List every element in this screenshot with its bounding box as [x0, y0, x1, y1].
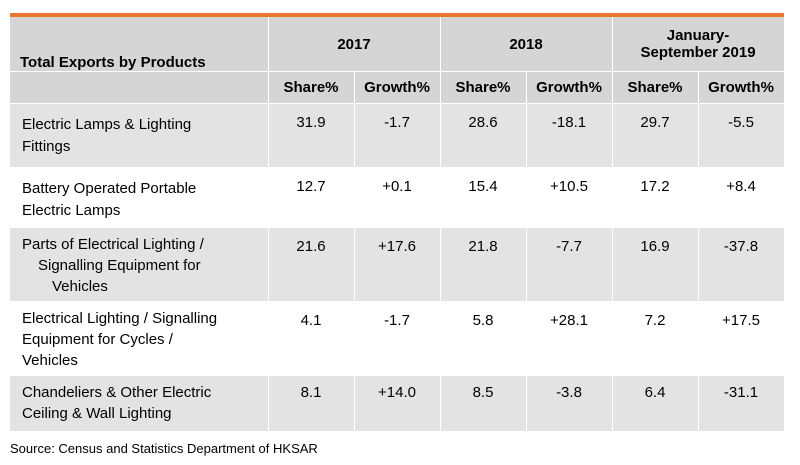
top-accent-bar	[10, 13, 784, 17]
growth-2019: -31.1	[698, 375, 785, 431]
table-title: Total Exports by Products	[10, 17, 269, 72]
growth-2018: -18.1	[526, 103, 613, 168]
share-2018: 15.4	[440, 167, 527, 228]
share-2019: 16.9	[612, 227, 699, 302]
growth-2018: +28.1	[526, 301, 613, 376]
exports-table: Total Exports by Products 2017 2018 Janu…	[10, 17, 785, 431]
growth-2018: -3.8	[526, 375, 613, 431]
share-2017: 8.1	[268, 375, 355, 431]
header-blank-cell	[10, 71, 269, 104]
share-header: Share%	[440, 71, 527, 104]
header-row-metrics: Share% Growth% Share% Growth% Share% Gro…	[10, 71, 785, 104]
header-row-years: Total Exports by Products 2017 2018 Janu…	[10, 17, 785, 72]
growth-header: Growth%	[526, 71, 613, 104]
growth-header: Growth%	[354, 71, 441, 104]
year-2019-line-2: September 2019	[640, 44, 756, 61]
growth-2018: +10.5	[526, 167, 613, 228]
table-row: Electrical Lighting / Signalling Equipme…	[10, 301, 785, 376]
share-2019: 29.7	[612, 103, 699, 168]
share-2018: 5.8	[440, 301, 527, 376]
year-2019-header: January- September 2019	[612, 17, 785, 72]
share-2017: 31.9	[268, 103, 355, 168]
year-2017-header: 2017	[268, 17, 441, 72]
source-note: Source: Census and Statistics Department…	[10, 441, 318, 456]
share-2017: 21.6	[268, 227, 355, 302]
table-row: Battery Operated Portable Electric Lamps…	[10, 167, 785, 228]
share-2019: 7.2	[612, 301, 699, 376]
product-name: Parts of Electrical Lighting / Signallin…	[10, 227, 269, 302]
growth-2019: -37.8	[698, 227, 785, 302]
growth-2018: -7.7	[526, 227, 613, 302]
table-row: Electric Lamps & Lighting Fittings 31.9 …	[10, 103, 785, 168]
share-2017: 12.7	[268, 167, 355, 228]
growth-header: Growth%	[698, 71, 785, 104]
year-2018-header: 2018	[440, 17, 613, 72]
growth-2017: +14.0	[354, 375, 441, 431]
share-2018: 8.5	[440, 375, 527, 431]
product-name: Electric Lamps & Lighting Fittings	[10, 103, 269, 168]
growth-2017: +0.1	[354, 167, 441, 228]
product-name: Chandeliers & Other Electric Ceiling & W…	[10, 375, 269, 431]
growth-2019: +17.5	[698, 301, 785, 376]
product-name: Battery Operated Portable Electric Lamps	[10, 167, 269, 228]
share-2019: 6.4	[612, 375, 699, 431]
share-2018: 21.8	[440, 227, 527, 302]
product-name: Electrical Lighting / Signalling Equipme…	[10, 301, 269, 376]
growth-2017: -1.7	[354, 103, 441, 168]
share-2017: 4.1	[268, 301, 355, 376]
year-2019-line-1: January-	[666, 27, 730, 44]
share-2019: 17.2	[612, 167, 699, 228]
growth-2019: -5.5	[698, 103, 785, 168]
growth-2017: -1.7	[354, 301, 441, 376]
table-row: Chandeliers & Other Electric Ceiling & W…	[10, 375, 785, 431]
table-row: Parts of Electrical Lighting / Signallin…	[10, 227, 785, 302]
growth-2017: +17.6	[354, 227, 441, 302]
share-header: Share%	[268, 71, 355, 104]
growth-2019: +8.4	[698, 167, 785, 228]
share-2018: 28.6	[440, 103, 527, 168]
share-header: Share%	[612, 71, 699, 104]
